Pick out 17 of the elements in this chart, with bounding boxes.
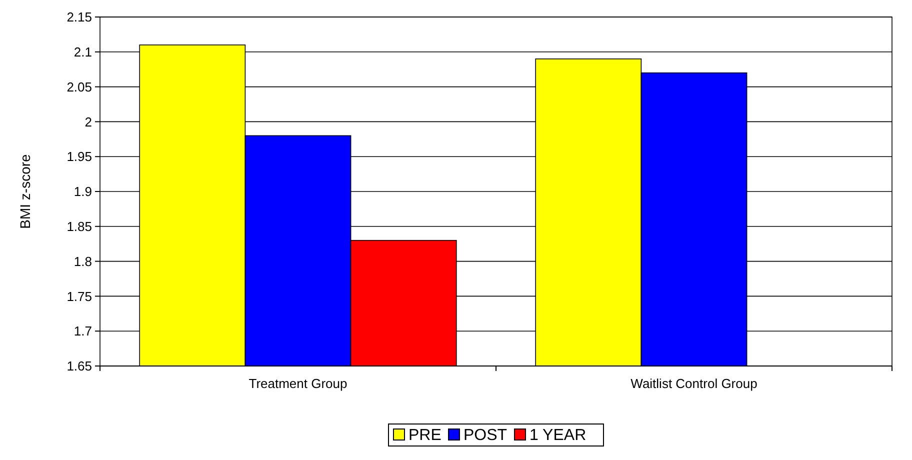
y-tick-label: 1.75 xyxy=(66,288,92,304)
y-tick-label: 1.65 xyxy=(66,358,92,374)
y-axis-title: BMI z-score xyxy=(17,154,33,229)
x-tick-label: Waitlist Control Group xyxy=(630,376,758,391)
y-tick-label: 1.9 xyxy=(74,184,92,200)
y-tick-label: 2.05 xyxy=(66,79,92,94)
y-tick-label: 1.95 xyxy=(66,149,92,164)
y-tick-label: 1.7 xyxy=(74,324,92,339)
y-tick-label: 2 xyxy=(84,114,92,130)
legend-label: 1 YEAR xyxy=(530,427,586,444)
y-tick-label: 2.1 xyxy=(74,44,92,60)
y-tick-label: 2.15 xyxy=(66,10,92,25)
legend-label: POST xyxy=(464,427,508,444)
y-tick-label: 1.85 xyxy=(66,218,92,234)
x-tick-label: Treatment Group xyxy=(248,376,348,391)
y-tick-label: 1.8 xyxy=(74,254,92,269)
legend-label: PRE xyxy=(408,427,442,444)
